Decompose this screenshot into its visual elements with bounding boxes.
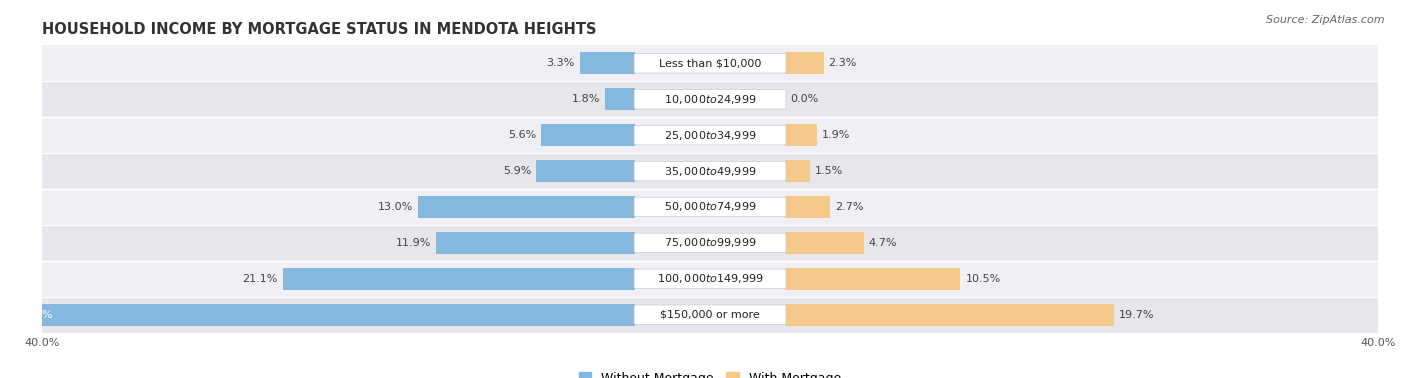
Text: 1.5%: 1.5%: [815, 166, 844, 176]
Text: 3.3%: 3.3%: [547, 58, 575, 68]
Bar: [785, 232, 863, 254]
Bar: [785, 124, 817, 146]
Text: $35,000 to $49,999: $35,000 to $49,999: [664, 164, 756, 178]
Text: 2.3%: 2.3%: [828, 58, 856, 68]
Text: HOUSEHOLD INCOME BY MORTGAGE STATUS IN MENDOTA HEIGHTS: HOUSEHOLD INCOME BY MORTGAGE STATUS IN M…: [42, 22, 596, 37]
Bar: [418, 196, 636, 218]
Bar: [10, 304, 636, 326]
Text: 5.6%: 5.6%: [508, 130, 536, 140]
Bar: [436, 232, 636, 254]
FancyBboxPatch shape: [634, 269, 786, 288]
Text: 0.0%: 0.0%: [790, 94, 818, 104]
Bar: [605, 88, 636, 110]
Text: 11.9%: 11.9%: [396, 238, 432, 248]
Text: Source: ZipAtlas.com: Source: ZipAtlas.com: [1267, 15, 1385, 25]
Legend: Without Mortgage, With Mortgage: Without Mortgage, With Mortgage: [574, 367, 846, 378]
Bar: [42, 189, 1378, 225]
Bar: [42, 45, 1378, 81]
Text: 37.4%: 37.4%: [17, 310, 52, 320]
Bar: [42, 117, 1378, 153]
Text: 2.7%: 2.7%: [835, 202, 863, 212]
Bar: [42, 261, 1378, 297]
Bar: [42, 153, 1378, 189]
Bar: [42, 81, 1378, 117]
Bar: [283, 268, 636, 290]
Text: $150,000 or more: $150,000 or more: [661, 310, 759, 320]
Bar: [42, 297, 1378, 333]
Text: $50,000 to $74,999: $50,000 to $74,999: [664, 200, 756, 214]
Bar: [536, 160, 636, 182]
Bar: [541, 124, 636, 146]
Text: 4.7%: 4.7%: [869, 238, 897, 248]
Text: 1.8%: 1.8%: [571, 94, 600, 104]
FancyBboxPatch shape: [634, 161, 786, 181]
Text: 21.1%: 21.1%: [242, 274, 277, 284]
Bar: [785, 304, 1114, 326]
Text: $25,000 to $34,999: $25,000 to $34,999: [664, 129, 756, 142]
Text: 10.5%: 10.5%: [966, 274, 1001, 284]
FancyBboxPatch shape: [634, 54, 786, 73]
Text: 1.9%: 1.9%: [823, 130, 851, 140]
Bar: [785, 268, 960, 290]
FancyBboxPatch shape: [634, 233, 786, 253]
FancyBboxPatch shape: [634, 90, 786, 109]
Text: 13.0%: 13.0%: [378, 202, 413, 212]
Text: Less than $10,000: Less than $10,000: [659, 58, 761, 68]
Bar: [42, 225, 1378, 261]
Bar: [785, 196, 830, 218]
FancyBboxPatch shape: [634, 305, 786, 324]
Text: 5.9%: 5.9%: [503, 166, 531, 176]
Text: $100,000 to $149,999: $100,000 to $149,999: [657, 272, 763, 285]
Bar: [785, 160, 810, 182]
FancyBboxPatch shape: [634, 125, 786, 145]
Bar: [785, 52, 824, 74]
Text: 19.7%: 19.7%: [1119, 310, 1154, 320]
FancyBboxPatch shape: [634, 197, 786, 217]
Text: $10,000 to $24,999: $10,000 to $24,999: [664, 93, 756, 106]
Text: $75,000 to $99,999: $75,000 to $99,999: [664, 236, 756, 249]
Bar: [579, 52, 636, 74]
